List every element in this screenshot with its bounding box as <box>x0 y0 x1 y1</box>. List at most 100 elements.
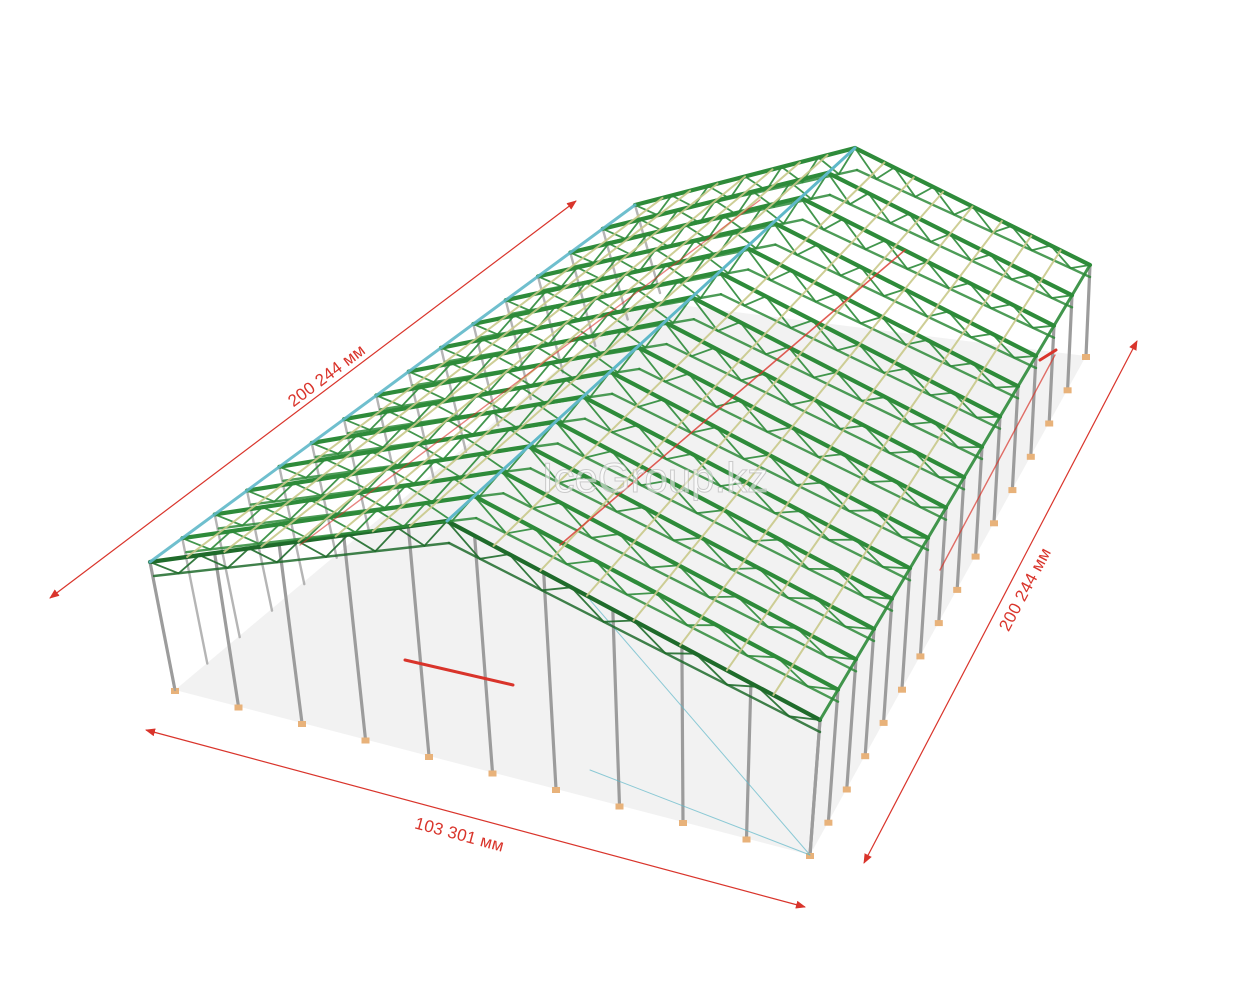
truss-web <box>839 266 862 277</box>
truss-web <box>756 685 790 718</box>
purlin <box>632 205 974 622</box>
truss-web <box>690 346 716 358</box>
column-base <box>742 836 751 843</box>
truss-web <box>1050 294 1073 299</box>
truss-web <box>796 627 828 658</box>
truss-web <box>883 288 906 297</box>
truss-web <box>638 248 657 273</box>
truss-web <box>908 212 932 243</box>
truss-web <box>668 224 687 249</box>
truss-web <box>788 715 821 721</box>
truss-web <box>624 218 642 240</box>
truss-web <box>706 215 725 241</box>
roof-brace <box>559 249 906 546</box>
truss-web <box>746 654 779 659</box>
front-column <box>680 644 685 824</box>
truss-web <box>881 315 907 346</box>
truss-web <box>745 246 772 282</box>
truss-web <box>493 354 520 370</box>
truss-web <box>768 453 798 486</box>
truss-web <box>970 332 994 339</box>
truss-web <box>694 239 718 257</box>
bottom-chord <box>801 218 1056 339</box>
truss-web <box>767 625 798 629</box>
truss-web <box>949 233 972 262</box>
truss-web <box>739 321 767 356</box>
column-base <box>1063 387 1072 394</box>
truss-web <box>719 481 748 487</box>
truss-web <box>594 559 628 596</box>
truss-web <box>609 370 640 408</box>
truss-web <box>636 288 661 307</box>
truss-web <box>926 260 951 290</box>
bottom-chord <box>855 168 1092 279</box>
column-base <box>1082 354 1090 360</box>
truss-web <box>919 506 947 509</box>
truss-web <box>1030 273 1053 299</box>
truss-web <box>723 509 754 542</box>
truss-web <box>769 269 793 282</box>
truss-web <box>739 399 768 433</box>
truss-web <box>607 313 633 331</box>
truss-web <box>772 221 798 256</box>
truss-web <box>607 242 633 256</box>
truss-web <box>745 481 776 514</box>
dimension-label-front: 103 301 мм <box>413 814 506 856</box>
truss-web <box>663 321 693 358</box>
truss-web <box>590 533 621 539</box>
truss-web <box>1010 225 1033 252</box>
truss-web <box>975 415 1001 419</box>
truss-web <box>672 536 703 542</box>
truss-web <box>990 303 1013 310</box>
truss-web <box>864 239 886 251</box>
truss-web <box>906 260 929 270</box>
truss-web <box>790 426 820 458</box>
truss-web <box>1032 324 1055 329</box>
truss-web <box>849 192 870 206</box>
column-base <box>552 787 560 793</box>
truss-web <box>740 372 766 382</box>
truss-web <box>766 426 793 433</box>
bottom-chord <box>556 442 894 612</box>
truss-web <box>992 225 1013 234</box>
column-base <box>298 721 306 727</box>
truss-web <box>821 481 850 512</box>
truss-web <box>573 354 595 381</box>
truss-web <box>735 190 754 216</box>
truss-web <box>859 315 883 325</box>
truss-web <box>640 479 669 487</box>
truss-web <box>716 321 742 332</box>
truss-web <box>970 253 992 262</box>
dimension-label-right: 200 244 мм <box>995 545 1055 635</box>
truss-web <box>773 510 802 514</box>
truss-web <box>694 652 729 686</box>
truss-web <box>584 450 613 459</box>
truss-web <box>929 233 951 243</box>
left-column <box>148 560 177 692</box>
truss-web <box>595 297 621 314</box>
truss-web <box>632 619 667 655</box>
truss-web <box>971 205 994 234</box>
bottom-chord <box>573 218 804 268</box>
truss-web <box>989 253 1013 281</box>
truss-web <box>789 398 816 406</box>
truss-web <box>813 371 838 379</box>
truss-web <box>968 282 992 310</box>
truss-web <box>715 399 742 408</box>
truss-web <box>893 166 917 198</box>
truss-web <box>662 398 693 434</box>
truss-web <box>790 269 817 303</box>
truss-web <box>736 595 769 628</box>
truss-web <box>690 296 719 332</box>
side-column <box>808 718 822 857</box>
truss-web <box>656 194 673 216</box>
truss-web <box>667 479 698 515</box>
truss-web <box>914 186 935 198</box>
truss-web <box>1069 264 1091 270</box>
truss-web <box>789 319 814 329</box>
truss-web <box>636 345 666 383</box>
truss-web <box>718 271 746 307</box>
truss-web <box>875 166 896 180</box>
